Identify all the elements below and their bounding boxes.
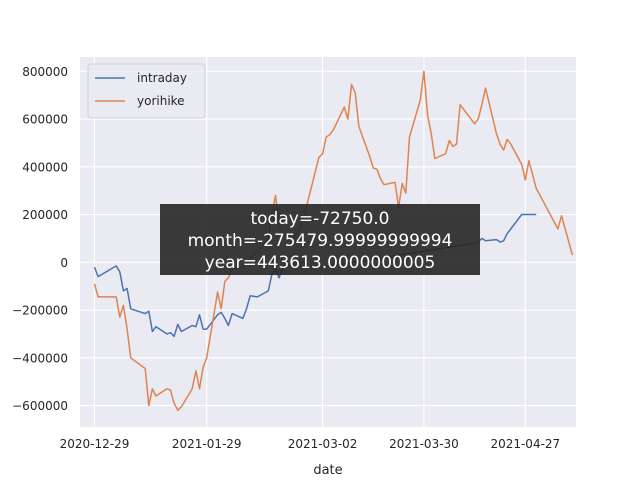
y-tick-label: 200000 [22,208,68,222]
x-tick-label: 2021-03-30 [389,437,459,451]
x-tick-label: 2020-12-29 [60,437,130,451]
y-tick-label: −200000 [12,304,68,318]
legend-label-intraday: intraday [137,71,187,85]
annotation-year: year=443613.0000000005 [205,253,436,273]
annotation-month: month=-275479.99999999994 [188,231,453,251]
y-tick-label: 600000 [22,113,68,127]
series-line-intraday [93,213,537,338]
y-tick-label: −600000 [12,399,68,413]
legend: intraday yorihike [87,63,206,119]
x-axis: 2020-12-29 2021-01-29 2021-03-02 2021-03-30… [60,437,561,451]
series-layer [93,70,574,412]
legend-label-yorihike: yorihike [137,94,185,108]
annotation-today: today=-72750.0 [250,209,389,229]
x-axis-label: date [313,463,342,478]
annotation-background [160,204,480,275]
y-tick-label: 0 [60,256,68,270]
x-tick-label: 2021-03-02 [288,437,358,451]
x-tick-label: 2021-04-27 [490,437,560,451]
y-tick-label: 800000 [22,65,68,79]
y-axis: −600000 −400000 −200000 0 200000 400000 600000… [12,65,68,413]
y-tick-label: −400000 [12,351,68,365]
y-tick-label: 400000 [22,160,68,174]
annotation-box: today=-72750.0 month=-275479.99999999994… [160,204,480,275]
x-tick-label: 2021-01-29 [172,437,242,451]
series-line-yorihike [93,70,574,412]
